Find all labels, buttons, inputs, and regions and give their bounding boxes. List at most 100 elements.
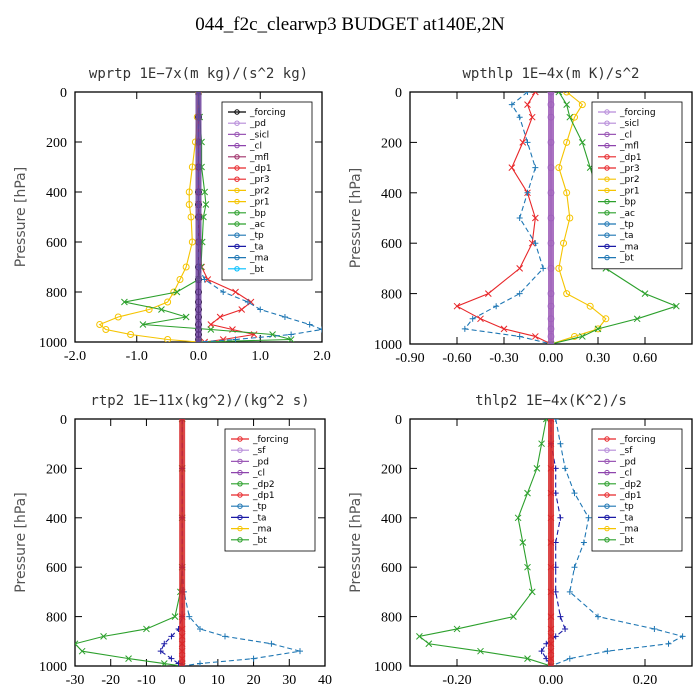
- legend-marker: [234, 109, 240, 115]
- legend-label: _tp: [249, 231, 264, 241]
- y-tick-label: 600: [46, 561, 67, 576]
- legend-marker: [237, 458, 243, 465]
- legend-label: _ta: [249, 242, 264, 252]
- data-point: [566, 113, 574, 121]
- data-point: [232, 336, 239, 342]
- legend-marker: [604, 503, 610, 509]
- data-point: [538, 648, 545, 655]
- x-tick-label: 0.60: [633, 351, 658, 366]
- zero-profile-bundle: [179, 419, 186, 666]
- data-point: [519, 539, 527, 546]
- data-point: [202, 201, 210, 208]
- series-line-dp2: [418, 419, 552, 666]
- data-point: [493, 303, 500, 310]
- legend-marker: [604, 481, 610, 487]
- series-line-tp: [463, 92, 552, 344]
- legend-label: _ma: [252, 525, 272, 535]
- data-point: [594, 325, 602, 333]
- legend-marker: [234, 142, 240, 149]
- data-point: [158, 306, 165, 313]
- panel-1: wprtp 1E−7x(m kg)/(s^2 kg) Pressure [hPa]…: [13, 66, 331, 364]
- panel-3: rtp2 1E−11x(kg^2)/(kg^2 s) Pressure [hPa]…: [13, 393, 332, 688]
- data-point: [538, 440, 545, 448]
- legend-marker: [604, 154, 610, 160]
- legend-label: _forcing: [252, 435, 289, 445]
- legend-marker: [237, 492, 243, 498]
- zero-profile-bundle: [195, 92, 202, 342]
- y-tick-label: 200: [381, 136, 402, 151]
- y-tick-label: 400: [381, 187, 402, 202]
- plot-area: [416, 419, 686, 666]
- legend-label: _forcing: [619, 435, 656, 445]
- legend-marker: [604, 176, 610, 182]
- data-point: [216, 313, 224, 321]
- y-tick-label: 400: [46, 186, 67, 201]
- data-point: [75, 640, 79, 648]
- legend-label: _bt: [252, 536, 267, 546]
- data-point: [232, 288, 239, 296]
- legend-marker: [604, 165, 610, 171]
- y-tick-label: 1000: [39, 336, 67, 351]
- x-tick-label: -1.0: [126, 349, 148, 364]
- y-tick-label: 800: [46, 611, 67, 626]
- legend-marker: [604, 447, 610, 453]
- data-point: [306, 321, 313, 328]
- legend-label: _pr1: [619, 186, 640, 196]
- y-tick-label: 200: [381, 462, 402, 477]
- legend-marker: [237, 469, 243, 476]
- legend-label: _ta: [619, 231, 634, 241]
- legend-marker: [234, 165, 240, 171]
- legend-label: _sicl: [249, 130, 269, 140]
- data-point: [604, 648, 611, 655]
- data-point: [633, 315, 641, 323]
- legend-marker: [234, 154, 240, 160]
- x-tick-label: 0.30: [586, 351, 611, 366]
- legend-label: _pr1: [249, 198, 270, 208]
- data-point: [514, 514, 522, 522]
- legend-marker: [234, 187, 240, 194]
- x-tick-label: 1.0: [252, 349, 270, 364]
- data-point: [672, 302, 680, 310]
- legend-label: _ta: [619, 513, 634, 523]
- data-point: [594, 325, 602, 333]
- legend-marker: [237, 514, 243, 521]
- y-tick-label: 0: [395, 86, 402, 101]
- data-point: [528, 239, 536, 247]
- data-point: [477, 647, 484, 655]
- legend-label: _dp1: [619, 491, 642, 501]
- data-point: [197, 625, 203, 632]
- data-point: [164, 336, 172, 342]
- x-tick-label: -0.90: [395, 351, 424, 366]
- data-point: [566, 655, 573, 662]
- x-tick-label: 30: [282, 673, 296, 688]
- series-line-dp2: [75, 419, 183, 666]
- x-tick-label: 0.20: [633, 673, 658, 688]
- data-point: [220, 289, 227, 295]
- data-point: [571, 564, 578, 571]
- legend-label: _pd: [619, 457, 636, 467]
- y-tick-label: 800: [381, 288, 402, 303]
- legend-label: _ta: [252, 513, 267, 523]
- data-point: [555, 164, 563, 172]
- data-point: [524, 655, 531, 662]
- x-tick-label: 2.0: [313, 349, 331, 364]
- data-point: [679, 633, 686, 640]
- data-point: [516, 290, 523, 297]
- data-point: [562, 625, 569, 632]
- data-point: [168, 655, 175, 662]
- series-line-dp1: [455, 92, 552, 344]
- data-point: [250, 655, 257, 662]
- data-point: [531, 214, 539, 222]
- y-tick-label: 1000: [374, 338, 402, 353]
- legend-marker: [234, 176, 240, 182]
- legend-label: _tp: [252, 502, 267, 512]
- data-point: [484, 290, 492, 297]
- legend-marker: [604, 187, 610, 194]
- y-tick-label: 800: [46, 286, 67, 301]
- x-tick-label: 0: [179, 673, 186, 688]
- legend-marker: [604, 436, 610, 442]
- legend-marker: [604, 210, 610, 216]
- legend-label: _cl: [252, 469, 265, 479]
- legend-label: _pd: [252, 457, 269, 467]
- legend-marker: [604, 492, 610, 498]
